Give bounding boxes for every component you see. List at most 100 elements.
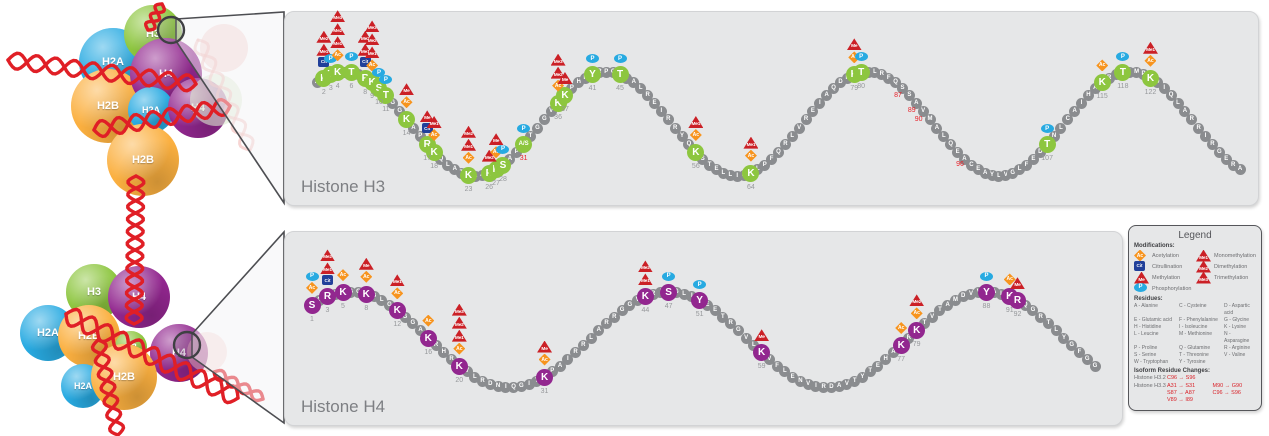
residue-bead: Y [584,66,602,84]
residue-bead: E [701,299,713,311]
residue-number: 31 [540,387,549,395]
residue-number: 28 [499,175,507,183]
legend-glyph-box: Me [1134,271,1149,284]
legend-mod-column: Ac Acetylation Cit Citrullination Me Methylat… [1134,249,1194,294]
residue-number: 18 [430,162,438,170]
legend-residue-item: T - Threonine [1179,352,1209,358]
residue-bead: K [908,322,926,340]
residue-bead: R [608,311,620,323]
legend-isoform-label: Histone H3.3 [1134,383,1166,389]
residue-bead: R [430,340,442,351]
residue-bead: I [1076,97,1088,109]
legend-isoform-changes: A31 → S31 M90 → G90 S87 → A87 C96 → S96 V89 … [1167,383,1256,404]
residue-bead: S [903,90,915,102]
acetylation-icon: Ac [422,314,435,327]
residue-bead: R [577,340,589,351]
histone-sphere-label: H2A [73,381,92,391]
legend-mod-label: Dimethylation [1214,263,1248,270]
legend-isoform-change: C96 → S96 [1167,375,1196,381]
dimethylation-icon: Me2 [909,294,925,307]
legend-isoform-row: Histone H3.3 A31 → S31 M90 → G90 S87 → A87 C… [1134,383,1256,404]
histone-sphere-label: H3 [86,286,102,298]
residue-bead: K [398,111,416,129]
residue-number: 8 [363,88,368,96]
residue-bead: E [872,360,884,372]
residue-bead: V [461,366,473,378]
residue-bead: T [611,66,629,84]
residue-number: 122 [1144,88,1157,96]
residue-bead: K [357,285,375,303]
acetylation-icon: Ac [360,270,373,283]
residue-bead: L [1050,325,1062,337]
residue-bead: L [1014,164,1026,176]
phosphorylation-icon: P [379,75,393,85]
residue-bead: K [687,143,705,161]
legend-residue-item: N - Asparagine [1224,331,1250,344]
legend-residue-item: P - Proline [1134,345,1158,351]
residue-bead: Y [691,292,709,310]
residue-number: 80 [857,83,866,91]
residue-bead: E [1027,153,1039,165]
residue-bead: V [1000,169,1012,181]
residue-bead: L [748,340,760,351]
zoom-cone [175,11,285,206]
residue-bead: T [717,311,729,323]
residue-bead: Y [856,371,868,383]
residue-bead: E [952,146,964,158]
residue-bead: A [504,153,516,165]
residue-bead: E [972,164,984,176]
residue-number: 51 [695,311,704,319]
residue-bead: I [814,97,826,109]
residue-bead: S [660,283,678,301]
residue-bead: K [892,337,910,354]
residue-bead: L [938,131,950,143]
residue-number: 31 [519,155,528,163]
residue-bead: R [1008,292,1026,310]
acetylation-icon: Ac [910,307,923,320]
residue-bead: R [800,114,812,126]
residue-bead: A [1234,164,1246,176]
residue-bead: I [562,354,574,366]
residue-bead: T [1114,64,1132,82]
methylation-icon: Me [846,38,862,51]
residue-bead: V [545,105,557,117]
residue-bead: L [376,295,388,307]
residue-bead: R [642,90,654,102]
residue-bead: G [624,299,636,311]
residue-bead: K [1093,74,1111,92]
residue-bead: K [334,284,352,302]
residue-bead: R [570,347,582,359]
legend-residue-item: H - Histidine [1134,324,1162,330]
phosphorylation-icon: P [344,52,358,62]
residue-number: 23 [464,185,473,193]
residue-number: 11 [382,106,390,114]
monomethylation-icon: Me1 [743,136,759,149]
zoom-circle [172,330,202,360]
trimethylation-icon: Me3 [451,303,467,316]
legend-isoform-change: V89 → I89 [1167,397,1193,403]
legend-residue-item: A - Alanine [1134,303,1158,309]
acetylation-icon: Ac [1096,59,1109,72]
residue-number: 115 [1096,93,1108,101]
residue-number: 26 [485,183,494,191]
residue-bead: L [1055,122,1067,134]
residue-bead: T [377,87,395,105]
residue-number: 17 [423,155,432,163]
residue-bead: G [1027,305,1039,317]
residue-bead: T [849,375,861,387]
residue-bead: P [566,83,578,95]
histone-sphere-label: H2A [36,327,59,339]
monomethylation-icon: Me1 [688,115,704,128]
legend-residue-item: Y - Tyrosine [1179,359,1206,365]
residue-number: 44 [641,307,650,315]
acetylation-icon: Ac [453,342,466,355]
residue-bead: V [802,379,814,391]
residue-bead: N [1048,131,1060,143]
acetylation-icon: Ac [337,269,349,282]
residue-bead: A [1069,105,1081,117]
legend-glyph-box: Me1 [1196,249,1211,262]
phosphorylation-icon: P [1040,124,1054,134]
legend-mod-label: Citrullination [1152,263,1183,270]
residue-bead: A [1179,105,1191,117]
